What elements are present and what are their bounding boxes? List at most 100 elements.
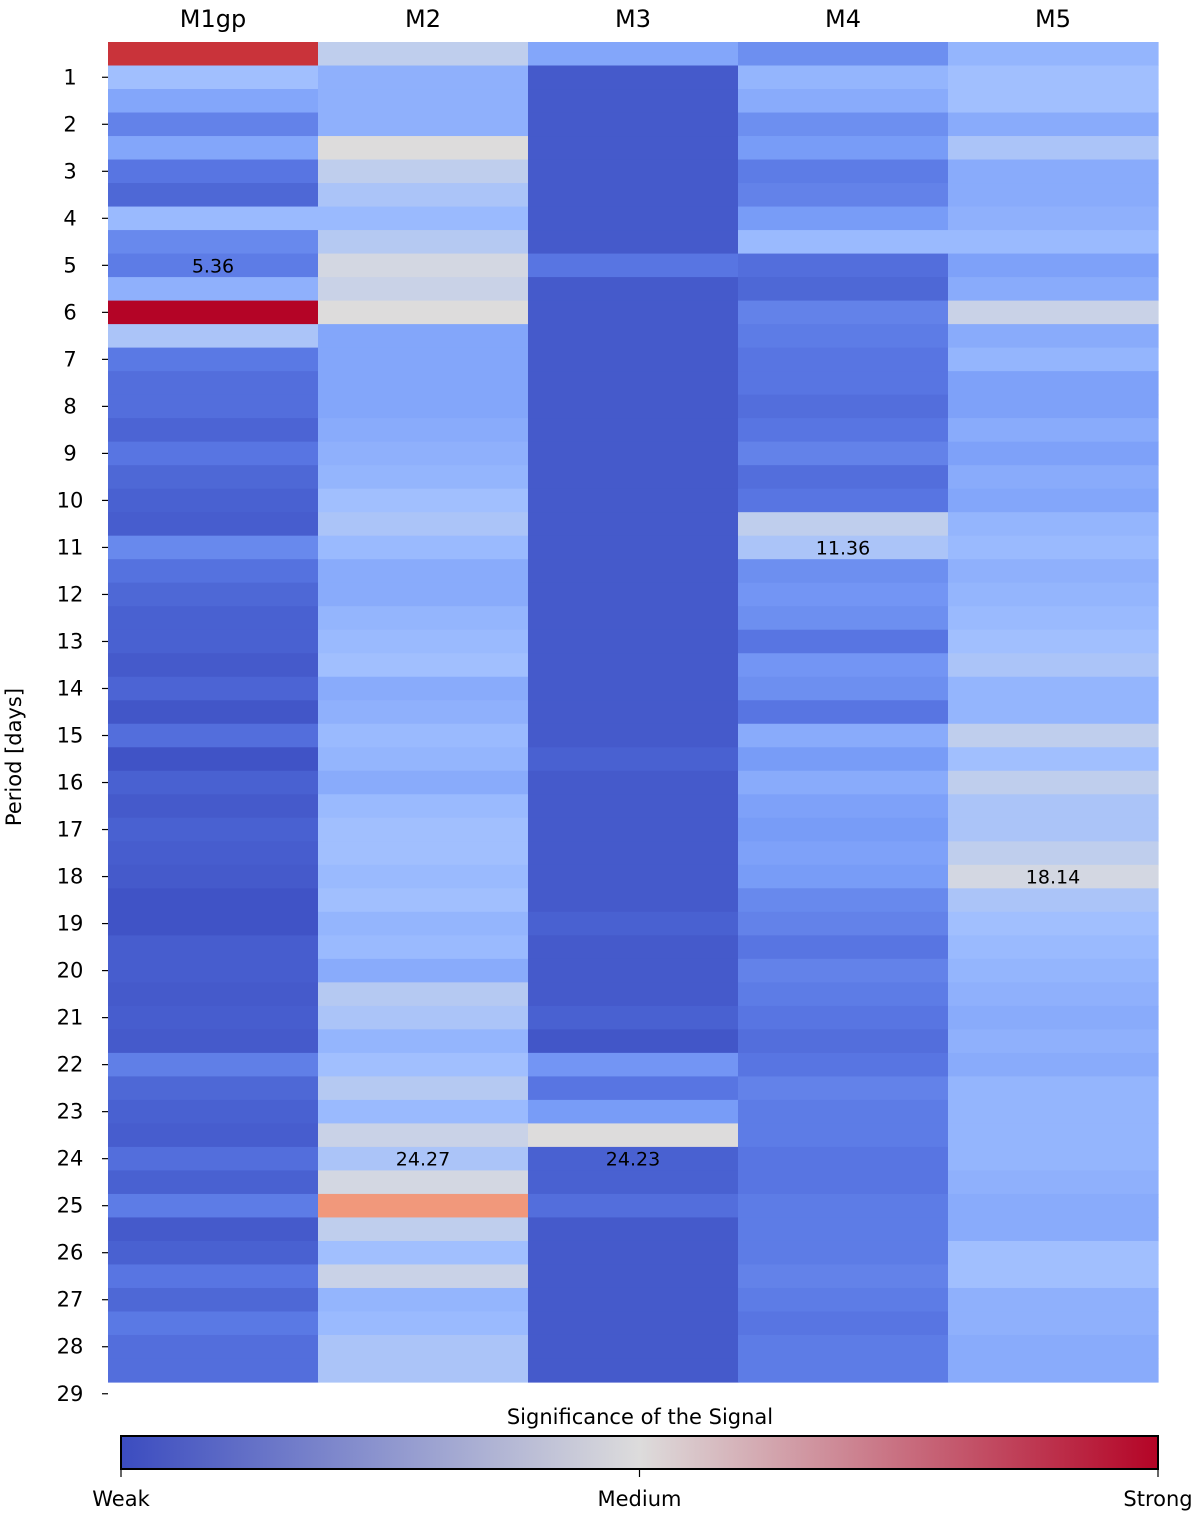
heatmap-cell: [318, 958, 529, 983]
heatmap-cell: [318, 89, 529, 114]
y-tick-label: 22: [57, 1053, 84, 1077]
heatmap-cell: [108, 418, 319, 443]
heatmap-cell: [738, 1170, 949, 1195]
heatmap-cell: [948, 371, 1159, 396]
heatmap-cell: [738, 465, 949, 490]
heatmap-cell: [948, 136, 1159, 161]
heatmap-cell: [948, 1217, 1159, 1242]
colorbar-bar: [120, 1435, 1159, 1470]
heatmap-cell: [318, 888, 529, 913]
y-tick-label: 27: [57, 1288, 84, 1312]
heatmap-cell: [948, 1170, 1159, 1195]
heatmap-cell: [318, 1052, 529, 1077]
heatmap-cell: [948, 441, 1159, 466]
heatmap-cell: [948, 606, 1159, 631]
y-tick-label: 14: [57, 676, 84, 700]
heatmap-cell: [528, 606, 739, 631]
heatmap-cell: [738, 817, 949, 842]
heatmap-cell: [318, 935, 529, 960]
heatmap-cell: [738, 1099, 949, 1124]
heatmap-cell: [948, 888, 1159, 913]
heatmap-cell: [738, 230, 949, 255]
heatmap-cell: [738, 606, 949, 631]
heatmap-cell: [738, 1264, 949, 1289]
heatmap-cell: [528, 488, 739, 513]
heatmap-cell: [738, 300, 949, 325]
heatmap-cell: [948, 112, 1159, 137]
heatmap-cell: [108, 606, 319, 631]
heatmap-cell: [318, 723, 529, 748]
heatmap-cell: [948, 1311, 1159, 1336]
column-label: M4: [825, 5, 861, 33]
heatmap-cell: [948, 817, 1159, 842]
heatmap-cell: [738, 512, 949, 537]
heatmap-cell: [318, 982, 529, 1007]
heatmap-cell: [948, 1193, 1159, 1219]
y-tick-label: 24: [57, 1147, 84, 1171]
y-tick-label: 5: [63, 253, 76, 277]
heatmap-cell: [528, 958, 739, 983]
heatmap-cell: [528, 300, 739, 325]
heatmap-cell: [108, 183, 319, 208]
heatmap-cell: [108, 723, 319, 748]
heatmap-cell: [108, 1005, 319, 1030]
heatmap-cell: [948, 747, 1159, 772]
heatmap-cell: [948, 1029, 1159, 1054]
heatmap-cell: [738, 958, 949, 983]
heatmap-cell: [318, 230, 529, 255]
heatmap-cell: [528, 230, 739, 255]
heatmap-cell: [948, 230, 1159, 255]
heatmap-cell: [318, 1264, 529, 1289]
y-tick-label: 21: [57, 1006, 84, 1030]
heatmap-cell: [528, 1123, 739, 1148]
column-label: M2: [405, 5, 441, 33]
heatmap-cell: [738, 206, 949, 231]
heatmap-cell: [738, 42, 949, 67]
heatmap-cell: [528, 512, 739, 537]
heatmap-cell: [738, 700, 949, 725]
heatmap-cell: [108, 794, 319, 819]
heatmap-cell: [528, 1311, 739, 1336]
heatmap-cell: [108, 394, 319, 419]
heatmap-cell: [738, 559, 949, 584]
heatmap-cell: [528, 277, 739, 302]
heatmap-cell: [528, 935, 739, 960]
heatmap-cell: [108, 488, 319, 513]
heatmap-cell: [528, 1264, 739, 1289]
heatmap-cell: [948, 958, 1159, 983]
heatmap-cell: [318, 1240, 529, 1266]
cell-annotations: 5.36 11.36 18.14 24.27 24.23: [192, 255, 1080, 1170]
heatmap-cell: [108, 1099, 319, 1124]
heatmap-cell: [108, 1311, 319, 1336]
heatmap-cell: [528, 982, 739, 1007]
heatmap-cell: [738, 1240, 949, 1266]
heatmap-cell: [318, 394, 529, 419]
heatmap-cell: [528, 794, 739, 819]
heatmap-cell: [108, 253, 319, 278]
heatmap-cell: [948, 535, 1159, 560]
heatmap-cell: [108, 958, 319, 983]
heatmap-cell: [738, 629, 949, 654]
heatmap-cell: [948, 324, 1159, 349]
heatmap-cell: [528, 206, 739, 231]
heatmap-cell: [948, 982, 1159, 1007]
heatmap-cell: [318, 206, 529, 231]
column-label: M5: [1035, 5, 1071, 33]
heatmap-cell: [948, 206, 1159, 231]
heatmap-cell: [108, 347, 319, 372]
heatmap-cell: [948, 1052, 1159, 1077]
heatmap-cell: [738, 65, 949, 90]
heatmap-cell: [738, 1193, 949, 1219]
heatmap-cell: [948, 1099, 1159, 1124]
y-tick-label: 3: [63, 159, 76, 183]
heatmap-cell: [528, 347, 739, 372]
heatmap-cell: [318, 653, 529, 678]
heatmap-cell: [738, 89, 949, 114]
y-tick-label: 6: [63, 300, 76, 324]
colorbar: Significance of the Signal Weak Medium Str…: [92, 1405, 1192, 1511]
heatmap-cell: [108, 535, 319, 560]
heatmap-cell: [108, 911, 319, 936]
heatmap-cell: [318, 747, 529, 772]
heatmap-cell: [108, 888, 319, 913]
